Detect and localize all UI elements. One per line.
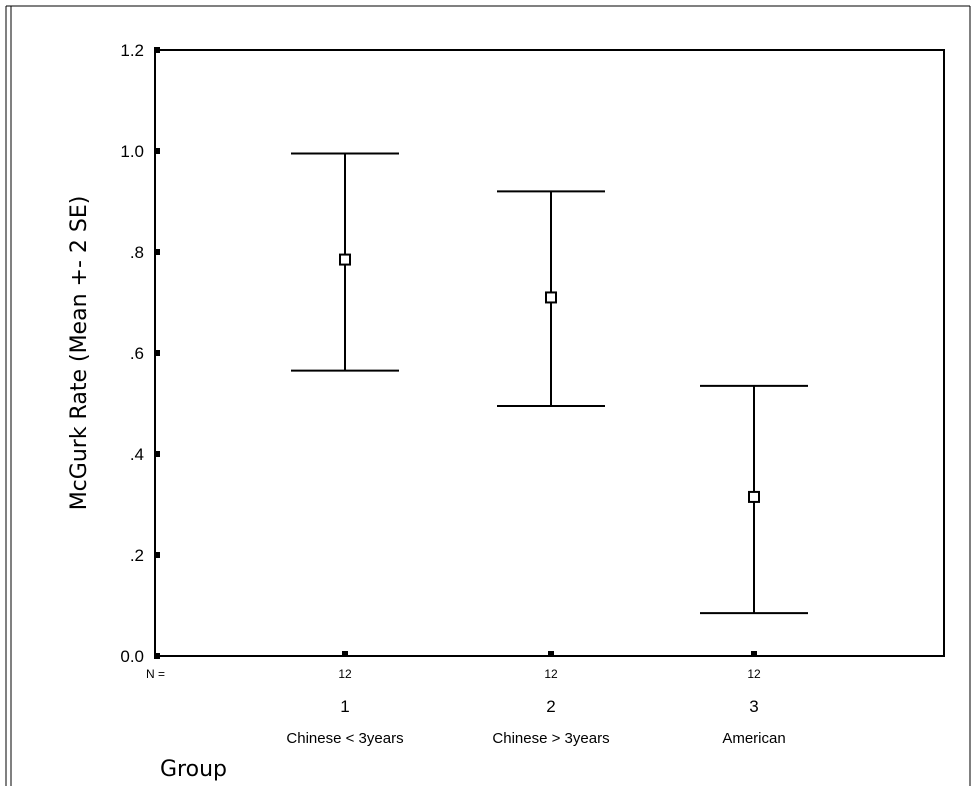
y-tick-mark xyxy=(154,451,160,457)
x-tick-mark xyxy=(342,651,348,657)
mean-marker xyxy=(748,490,760,503)
error-bar-group xyxy=(291,152,399,372)
category-name-label: Chinese > 3years xyxy=(492,730,609,747)
category-code-label: 3 xyxy=(749,697,758,716)
y-tick-label: .6 xyxy=(130,344,144,363)
y-tick-label: .4 xyxy=(130,445,144,464)
x-axis-categories: 12 1 Chinese < 3years 12 2 Chinese > 3years 12… xyxy=(286,651,786,747)
y-tick-mark xyxy=(154,148,160,154)
category-code-label: 2 xyxy=(546,697,555,716)
y-axis-ticks: 0.0 .2 .4 .6 .8 1.0 1.2 xyxy=(120,41,160,666)
n-count-label: 12 xyxy=(747,667,761,681)
plot-area xyxy=(154,49,945,657)
y-tick-mark xyxy=(154,249,160,255)
y-tick-label: .8 xyxy=(130,243,144,262)
y-tick-label: .2 xyxy=(130,546,144,565)
n-prefix-label: N = xyxy=(146,667,165,681)
category-name-label: Chinese < 3years xyxy=(286,730,403,747)
y-tick-mark xyxy=(154,47,160,53)
y-tick-label: 1.0 xyxy=(120,142,144,161)
y-tick-mark xyxy=(154,653,160,659)
y-tick-mark xyxy=(154,552,160,558)
y-tick-mark xyxy=(154,350,160,356)
y-tick-label: 1.2 xyxy=(120,41,144,60)
n-count-label: 12 xyxy=(338,667,352,681)
category-code-label: 1 xyxy=(340,697,349,716)
x-tick-mark xyxy=(751,651,757,657)
mean-marker xyxy=(339,253,351,266)
mean-marker xyxy=(545,291,557,304)
x-axis-title: Group xyxy=(160,757,227,782)
error-bar-group xyxy=(700,384,808,615)
y-tick-label: 0.0 xyxy=(120,647,144,666)
y-axis-title: McGurk Rate (Mean +- 2 SE) xyxy=(67,196,92,511)
error-bar-marks xyxy=(291,152,808,615)
x-tick-mark xyxy=(548,651,554,657)
error-bar-group xyxy=(497,190,605,408)
n-count-label: 12 xyxy=(544,667,558,681)
category-name-label: American xyxy=(722,730,785,747)
